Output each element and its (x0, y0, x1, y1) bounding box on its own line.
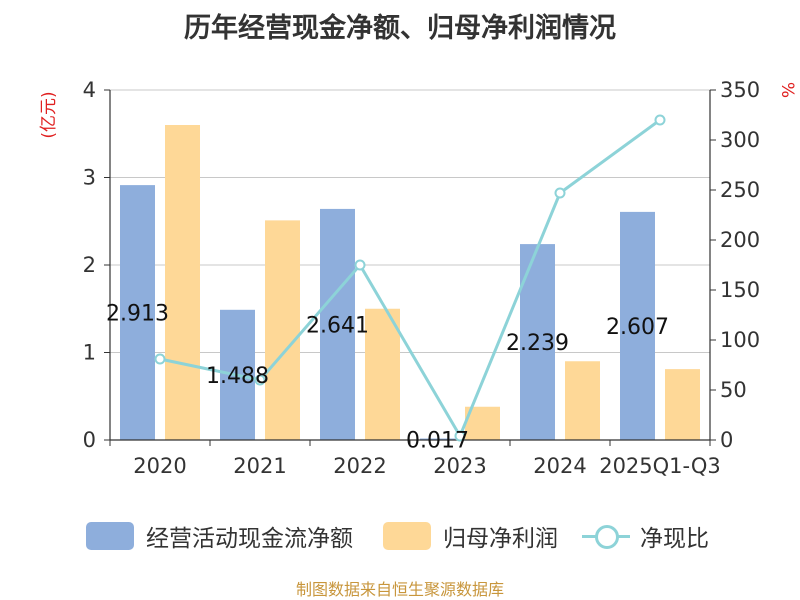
right-tick-label: 300 (720, 128, 760, 152)
line-point (354, 259, 366, 271)
right-tick-label: 200 (720, 228, 760, 252)
legend-item-net-profit[interactable]: 归母净利润 (383, 516, 558, 556)
left-tick-label: 2 (83, 253, 96, 277)
source-note: 制图数据来自恒生聚源数据库 (295, 580, 504, 599)
left-tick-label: 0 (83, 428, 96, 452)
right-tick-label: 100 (720, 328, 760, 352)
right-tick-label: 150 (720, 278, 760, 302)
legend-label-cash-ratio: 净现比 (640, 526, 709, 552)
bar-data-label: 2.913 (106, 302, 169, 327)
x-tick-label: 2022 (333, 454, 386, 478)
legend-label-cash-flow: 经营活动现金流净额 (146, 526, 353, 552)
bar-cash-flow (420, 438, 455, 440)
bar-data-label: 2.607 (606, 315, 669, 340)
line-point (254, 374, 266, 386)
right-tick-label: 50 (720, 378, 747, 402)
x-tick-label: 2023 (433, 454, 486, 478)
bar-cash-flow (620, 211, 655, 440)
right-tick-label: 350 (720, 78, 760, 102)
bar-data-label: 0.017 (406, 428, 469, 453)
bar-net-profit (165, 125, 200, 440)
legend-swatch-cash-flow (86, 522, 134, 550)
legend-line-marker-icon (582, 522, 630, 550)
x-tick-label: 2020 (133, 454, 186, 478)
bar-data-label: 2.239 (506, 331, 569, 356)
legend: 经营活动现金流净额 归母净利润 净现比 (0, 516, 800, 556)
line-cash-ratio (159, 118, 661, 440)
left-tick-label: 3 (83, 166, 96, 190)
right-axis-unit: % (777, 82, 797, 98)
left-axis-unit: (亿元) (39, 91, 59, 138)
legend-label-net-profit: 归母净利润 (443, 526, 558, 552)
right-tick-label: 250 (720, 178, 760, 202)
x-tick-label: 2024 (533, 454, 586, 478)
bar-net-profit (665, 369, 700, 440)
bar-cash-flow (120, 185, 155, 440)
line-point (654, 114, 666, 126)
right-tick-label: 0 (720, 428, 733, 452)
bar-data-label: 2.641 (306, 313, 369, 338)
line-point (454, 430, 466, 442)
legend-item-cash-flow[interactable]: 经营活动现金流净额 (86, 516, 353, 556)
bar-net-profit (265, 220, 300, 440)
left-tick-label: 1 (83, 341, 96, 365)
x-tick-label: 2025Q1-Q3 (599, 454, 721, 478)
chart-title: 历年经营现金净额、归母净利润情况 (184, 13, 616, 44)
legend-swatch-net-profit (383, 522, 431, 550)
bar-net-profit (365, 308, 400, 440)
left-tick-label: 4 (83, 78, 96, 102)
line-point (154, 353, 166, 365)
bar-net-profit (565, 361, 600, 440)
line-point (554, 187, 566, 199)
bar-cash-flow (320, 208, 355, 440)
bar-data-label: 1.488 (206, 364, 269, 389)
legend-item-cash-ratio[interactable]: 净现比 (582, 516, 709, 556)
x-tick-label: 2021 (233, 454, 286, 478)
